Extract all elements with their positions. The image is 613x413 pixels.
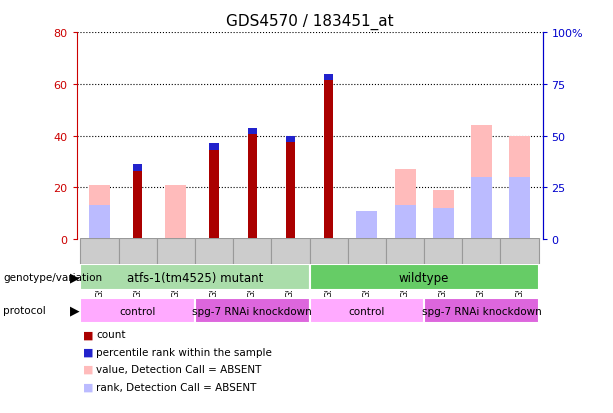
Bar	[272, 239, 310, 264]
Text: control: control	[120, 306, 156, 316]
Bar	[119, 239, 157, 264]
Bar	[89, 206, 110, 240]
Text: control: control	[349, 306, 385, 316]
Bar	[471, 126, 492, 240]
Text: spg-7 RNAi knockdown: spg-7 RNAi knockdown	[422, 306, 541, 316]
Bar	[433, 190, 454, 240]
Bar	[80, 265, 310, 291]
Bar	[509, 136, 530, 240]
Bar	[509, 178, 530, 240]
Bar	[80, 298, 195, 324]
Bar	[324, 74, 333, 240]
Bar	[395, 170, 416, 240]
Bar	[209, 144, 219, 150]
Bar	[471, 178, 492, 240]
Text: ▶: ▶	[70, 271, 80, 284]
Bar	[324, 74, 333, 81]
Bar	[133, 165, 142, 240]
Text: atfs-1(tm4525) mutant: atfs-1(tm4525) mutant	[127, 271, 263, 284]
Text: genotype/variation: genotype/variation	[3, 273, 102, 282]
Bar	[386, 239, 424, 264]
Text: ■: ■	[83, 330, 93, 339]
Bar	[166, 185, 186, 240]
Bar	[310, 239, 348, 264]
Bar	[195, 298, 310, 324]
Bar	[286, 136, 295, 240]
Bar	[80, 239, 119, 264]
Bar	[310, 265, 539, 291]
Title: GDS4570 / 183451_at: GDS4570 / 183451_at	[226, 14, 394, 30]
Text: wildtype: wildtype	[399, 271, 449, 284]
Text: ▶: ▶	[70, 304, 80, 317]
Bar	[233, 239, 272, 264]
Bar	[89, 185, 110, 240]
Text: ■: ■	[83, 382, 93, 392]
Bar	[356, 211, 378, 240]
Bar	[248, 128, 257, 135]
Text: value, Detection Call = ABSENT: value, Detection Call = ABSENT	[96, 364, 262, 374]
Bar	[195, 239, 233, 264]
Bar	[462, 239, 500, 264]
Bar	[348, 239, 386, 264]
Bar	[310, 298, 424, 324]
Bar	[424, 239, 462, 264]
Text: spg-7 RNAi knockdown: spg-7 RNAi knockdown	[192, 306, 312, 316]
Bar	[157, 239, 195, 264]
Text: percentile rank within the sample: percentile rank within the sample	[96, 347, 272, 357]
Bar	[395, 206, 416, 240]
Text: count: count	[96, 330, 126, 339]
Text: rank, Detection Call = ABSENT: rank, Detection Call = ABSENT	[96, 382, 257, 392]
Bar	[500, 239, 539, 264]
Bar	[248, 128, 257, 240]
Bar	[433, 209, 454, 240]
Bar	[424, 298, 539, 324]
Text: protocol: protocol	[3, 306, 46, 316]
Bar	[133, 165, 142, 171]
Bar	[209, 144, 219, 240]
Bar	[286, 136, 295, 143]
Text: ■: ■	[83, 364, 93, 374]
Text: ■: ■	[83, 347, 93, 357]
